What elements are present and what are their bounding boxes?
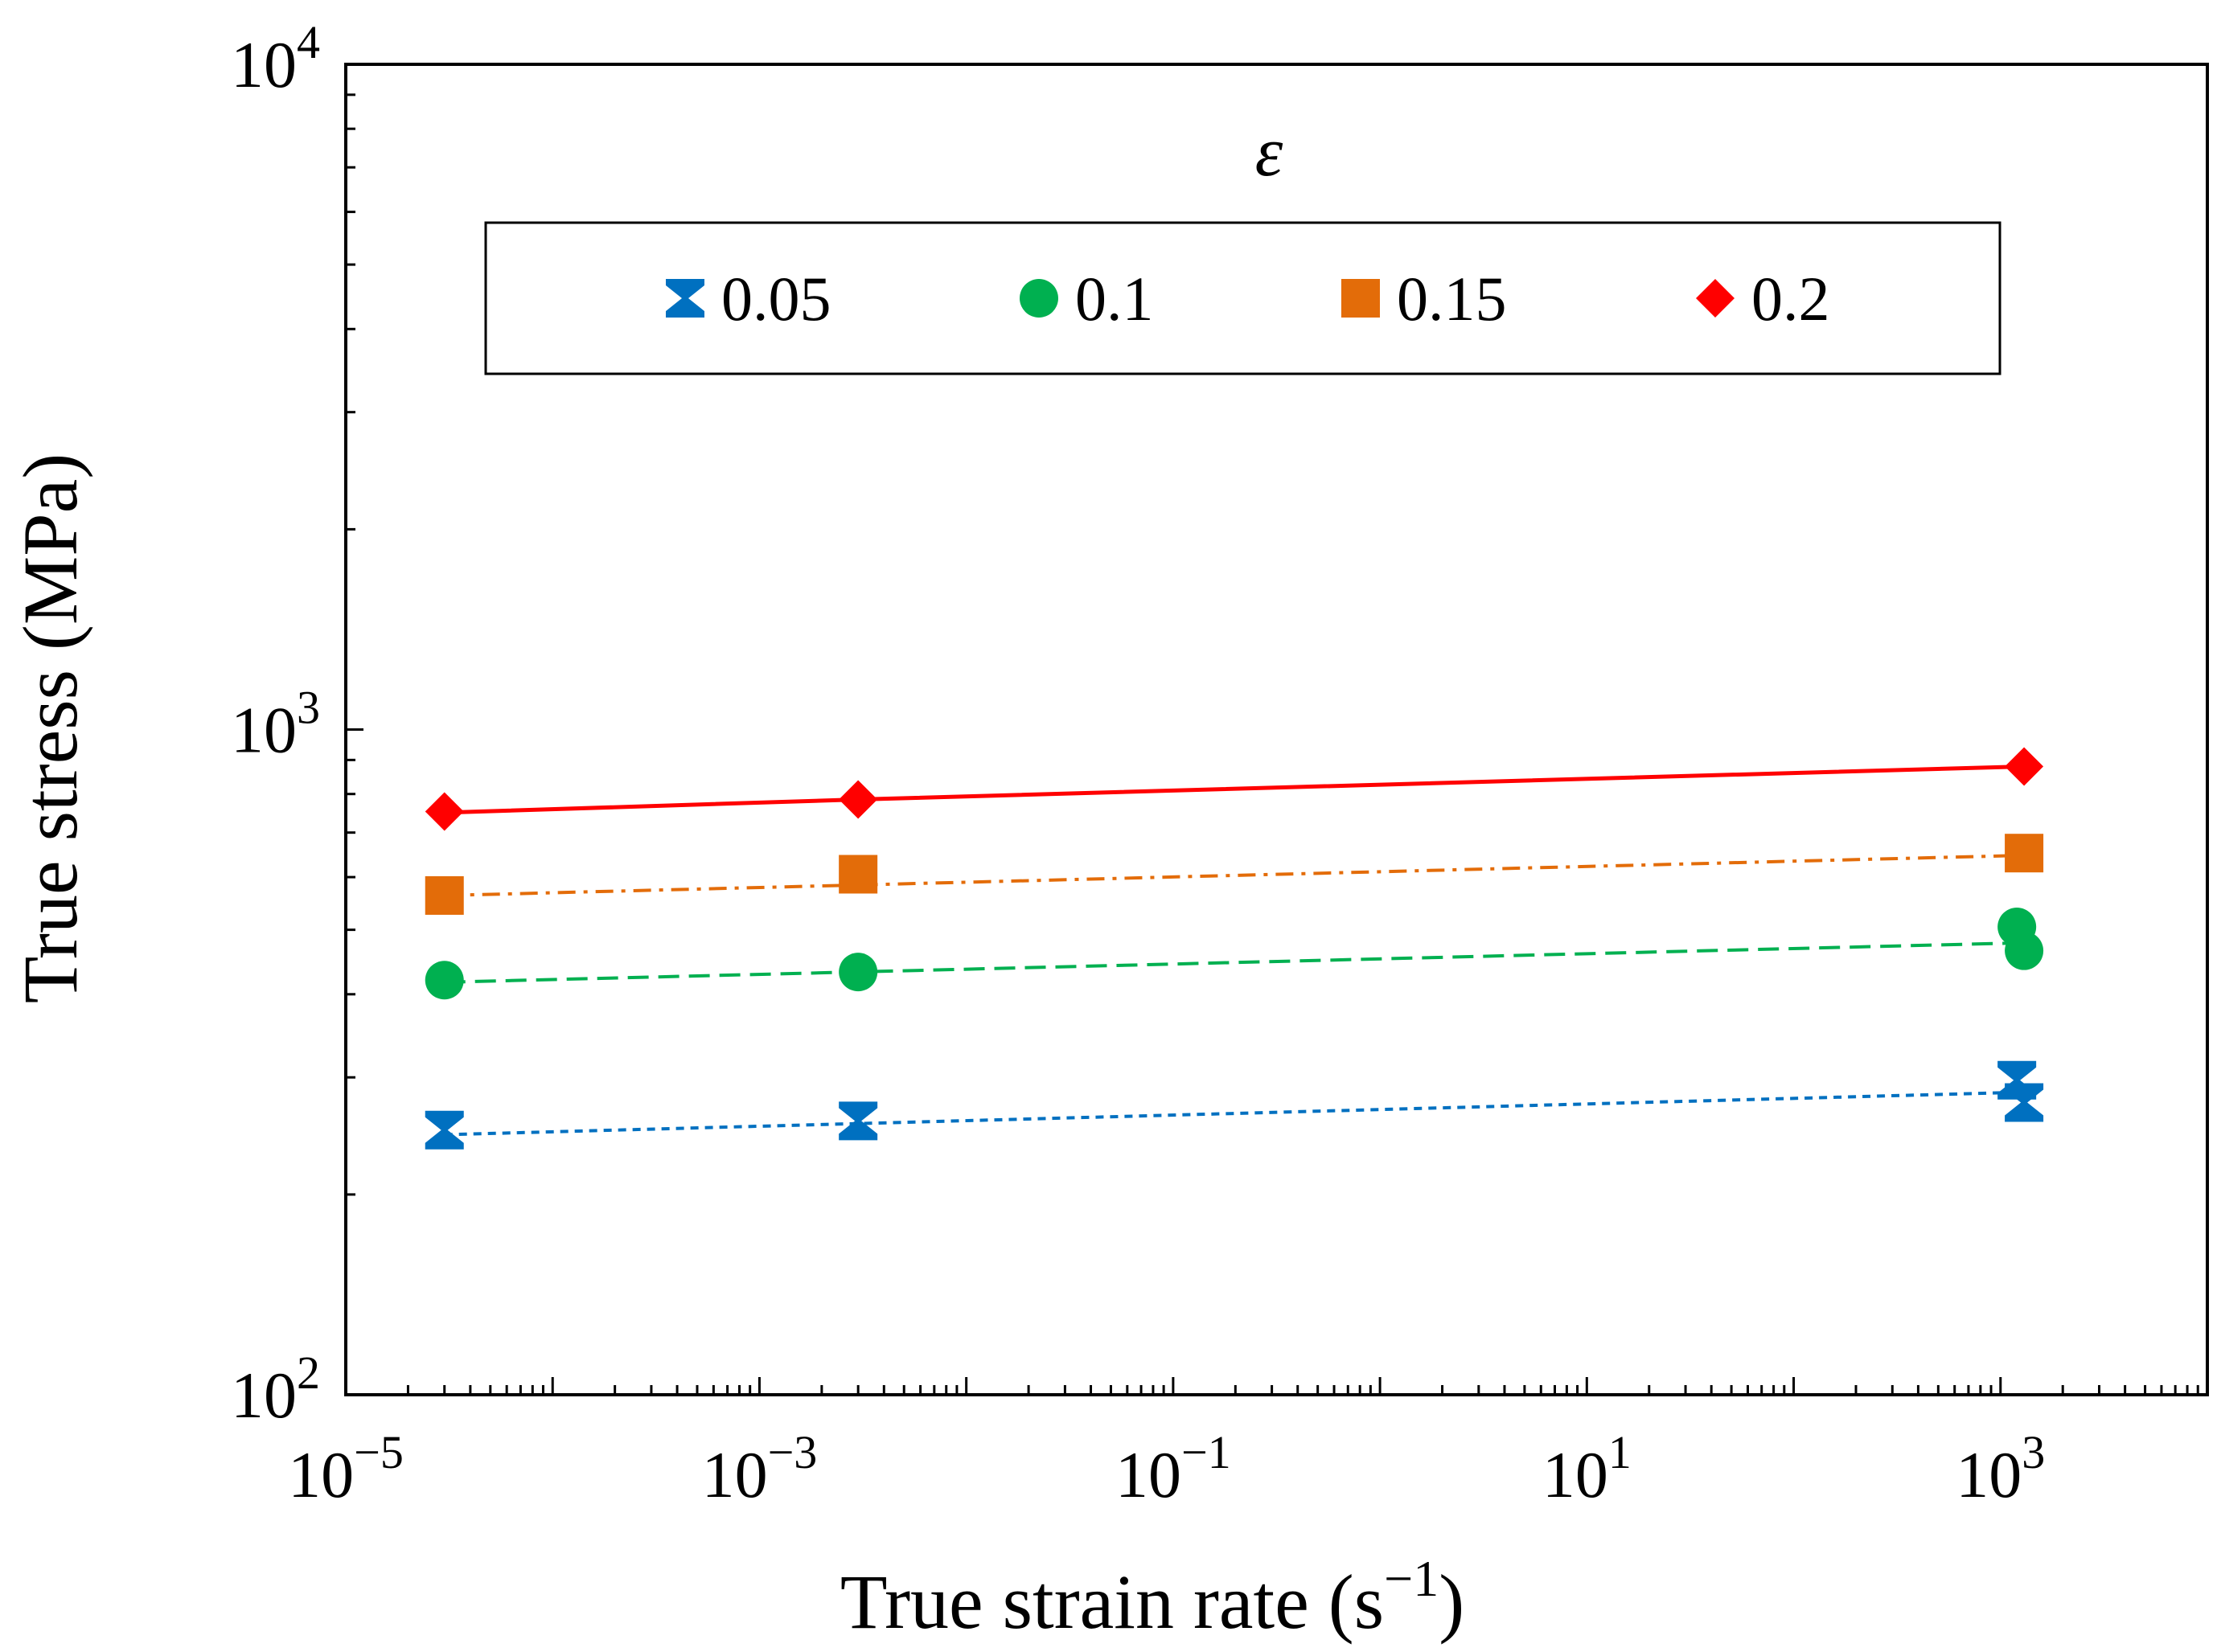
data-point-0.05: [425, 1110, 464, 1150]
legend: ε 0.05 0.1 0.15 0.2: [484, 113, 2001, 375]
x-tick-label: 101: [1542, 1426, 1632, 1511]
legend-marker-0.1: [1020, 279, 1058, 318]
legend-item-0.05: 0.05: [666, 264, 831, 334]
legend-marker-0.05: [666, 279, 704, 318]
plot-frame: [344, 63, 2209, 1396]
legend-item-0.2: 0.2: [1696, 264, 1830, 334]
legend-items: 0.05 0.1 0.15 0.2: [666, 264, 1830, 334]
x-axis-title: True strain rate (s−1): [840, 1550, 1464, 1645]
y-axis-title: True stress (MPa): [7, 453, 93, 1003]
legend-box: [484, 221, 2001, 375]
legend-item-0.1: 0.1: [1020, 264, 1154, 334]
legend-marker-0.2: [1696, 279, 1735, 318]
legend-label-0.15: 0.15: [1397, 264, 1507, 334]
legend-item-0.15: 0.15: [1341, 264, 1507, 334]
legend-marker-0.15: [1341, 279, 1380, 318]
data-point-0.1: [2005, 931, 2044, 970]
x-tick-label: 10−3: [702, 1426, 818, 1511]
data-markers: [425, 747, 2044, 1150]
x-tick-label: 10−1: [1115, 1426, 1231, 1511]
y-tick-label: 103: [231, 682, 320, 767]
x-tick-labels: 10−5 10−3 10−1 101 103: [288, 1426, 2045, 1511]
y-tick-labels: 102 103 104: [231, 16, 320, 1432]
data-point-0.1: [839, 953, 878, 992]
fit-line-0.1: [444, 941, 2025, 984]
legend-label-0.1: 0.1: [1075, 264, 1154, 334]
data-point-0.05: [839, 1101, 878, 1141]
legend-label-0.2: 0.2: [1751, 264, 1830, 334]
y-tick-label: 104: [231, 16, 320, 101]
y-tick-label: 102: [231, 1347, 320, 1432]
data-point-0.2: [2005, 747, 2044, 786]
data-point-0.05: [2005, 1083, 2044, 1122]
data-point-0.15: [425, 875, 464, 915]
x-tick-label: 103: [1956, 1426, 2045, 1511]
data-point-0.15: [2005, 834, 2044, 873]
data-point-0.2: [839, 780, 878, 819]
legend-label-0.05: 0.05: [721, 264, 831, 334]
data-point-0.2: [425, 792, 464, 831]
x-tick-label: 10−5: [288, 1426, 404, 1511]
data-point-0.1: [425, 961, 464, 1000]
legend-title: ε: [1255, 113, 1283, 191]
fit-line-0.05: [444, 1090, 2025, 1137]
data-point-0.15: [839, 855, 878, 894]
